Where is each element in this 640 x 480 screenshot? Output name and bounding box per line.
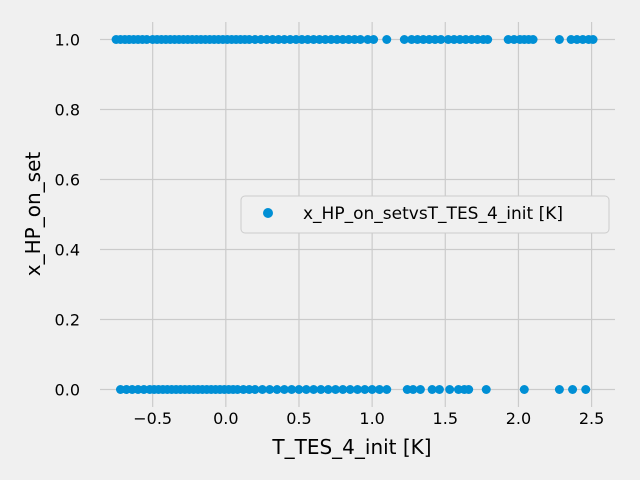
legend-marker xyxy=(263,208,273,218)
x-tick-label: 0.0 xyxy=(213,409,238,428)
data-point xyxy=(464,385,474,394)
data-point xyxy=(257,385,267,394)
data-point xyxy=(331,385,341,394)
y-axis-label: x_HP_on_set xyxy=(21,152,45,277)
data-point xyxy=(581,385,591,394)
data-point xyxy=(382,35,392,44)
data-point xyxy=(434,385,444,394)
data-point xyxy=(309,385,319,394)
y-tick-labels: 0.0 0.2 0.4 0.6 0.8 1.0 xyxy=(55,31,80,400)
x-tick-label: 2.0 xyxy=(506,409,531,428)
data-point xyxy=(427,385,437,394)
data-point xyxy=(338,385,348,394)
data-point xyxy=(436,35,446,44)
data-point xyxy=(528,35,538,44)
data-point xyxy=(279,385,289,394)
data-point xyxy=(519,385,529,394)
data-point xyxy=(294,385,304,394)
x-tick-label: 0.5 xyxy=(286,409,311,428)
data-point xyxy=(554,385,564,394)
data-point xyxy=(272,385,282,394)
data-point xyxy=(481,385,491,394)
data-point xyxy=(323,385,333,394)
data-point xyxy=(355,35,365,44)
x-tick-label: 1.5 xyxy=(433,409,458,428)
y-tick-label: 0.0 xyxy=(55,381,80,400)
data-point xyxy=(250,385,260,394)
data-point xyxy=(316,385,326,394)
y-tick-label: 0.2 xyxy=(55,311,80,330)
y-tick-label: 0.8 xyxy=(55,101,80,120)
data-point xyxy=(483,35,493,44)
data-point xyxy=(287,385,297,394)
data-point xyxy=(369,35,379,44)
data-point xyxy=(415,385,425,394)
data-point xyxy=(568,385,578,394)
data-point xyxy=(554,35,564,44)
data-point xyxy=(265,385,275,394)
legend-box xyxy=(240,195,610,234)
data-point xyxy=(360,385,370,394)
x-tick-label: 2.5 xyxy=(579,409,604,428)
scatter-points xyxy=(111,35,598,394)
data-point xyxy=(345,385,355,394)
legend-label: x_HP_on_setvsT_TES_4_init [K] xyxy=(303,204,563,224)
x-tick-label: 1.0 xyxy=(359,409,384,428)
y-tick-label: 0.6 xyxy=(55,171,80,190)
data-point xyxy=(353,385,362,394)
data-point xyxy=(374,385,384,394)
x-tick-label: −0.5 xyxy=(133,409,172,428)
x-tick-labels: −0.5 0.0 0.5 1.0 1.5 2.0 2.5 xyxy=(133,409,604,428)
y-tick-label: 0.4 xyxy=(55,241,80,260)
data-point xyxy=(445,385,455,394)
data-point xyxy=(399,35,409,44)
data-point xyxy=(588,35,598,44)
y-tick-label: 1.0 xyxy=(55,31,80,50)
x-axis-label: T_TES_4_init [K] xyxy=(271,435,431,459)
data-point xyxy=(382,385,392,394)
legend: x_HP_on_setvsT_TES_4_init [K] xyxy=(240,195,610,234)
data-point xyxy=(408,385,418,394)
data-point xyxy=(367,385,377,394)
data-point xyxy=(301,385,311,394)
